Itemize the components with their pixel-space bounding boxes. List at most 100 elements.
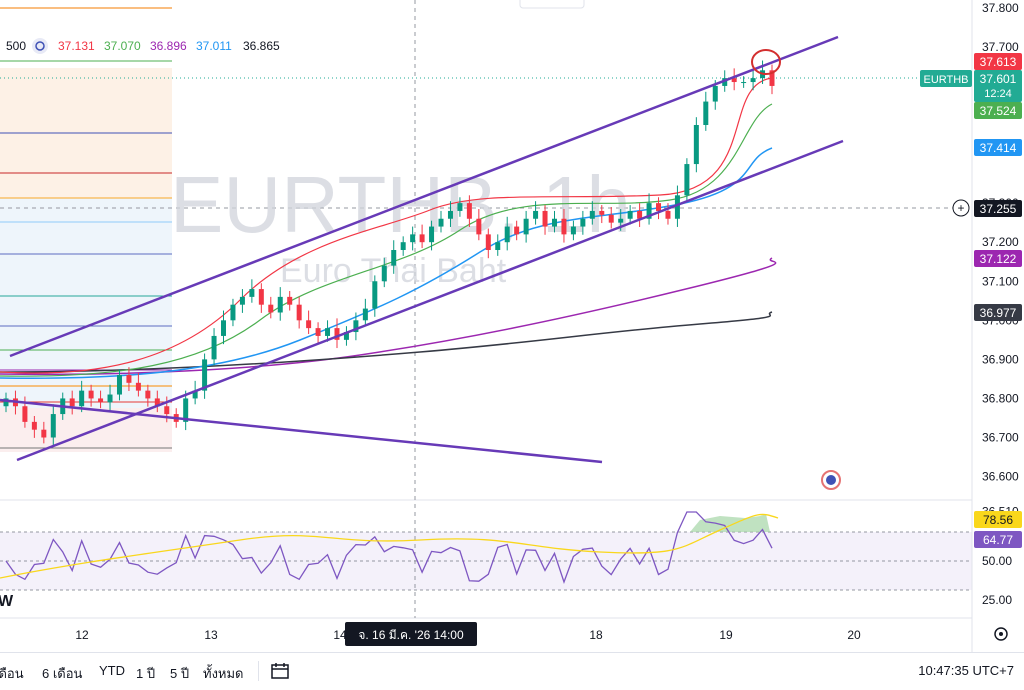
candle-body (457, 203, 463, 211)
candle-body (343, 332, 349, 340)
candle-body (296, 304, 302, 321)
candle-body (419, 234, 425, 243)
candle-body (183, 398, 189, 422)
price-chart[interactable]: EURTHB, 1h Euro Thai Baht 500 37.131 37.… (0, 0, 1024, 652)
svg-text:+: + (957, 201, 964, 215)
candle-body (230, 304, 236, 321)
candle-body (400, 242, 406, 250)
candle-body (192, 390, 198, 399)
svg-text:37.601: 37.601 (980, 72, 1017, 86)
candle-body (211, 335, 217, 360)
rsi-tick-50: 50.00 (982, 554, 1012, 568)
candle-body (438, 218, 444, 227)
candle-body (523, 218, 529, 235)
top-tab[interactable] (519, 0, 585, 9)
candle-body (504, 226, 510, 243)
svg-text:37.524: 37.524 (980, 104, 1017, 118)
svg-text:37.122: 37.122 (980, 252, 1017, 266)
candle-body (135, 382, 141, 391)
svg-text:EURTHB: EURTHB (923, 74, 968, 86)
highlight-circle[interactable] (751, 49, 781, 75)
calendar-range-icon[interactable] (270, 661, 292, 681)
tradingview-logo: W (0, 593, 14, 610)
candle-body (145, 390, 151, 399)
candle-body (712, 85, 718, 102)
candle-body (731, 78, 737, 83)
y-tick-label: 36.600 (982, 470, 1019, 484)
y-tick-label: 37.700 (982, 40, 1019, 54)
ma-dark-line (0, 311, 773, 373)
candle-body (69, 398, 75, 407)
settings-icon[interactable] (32, 38, 48, 54)
range-1y-button[interactable]: 1 ปี (136, 666, 156, 681)
candle-body (561, 218, 567, 235)
candle-body (31, 421, 37, 430)
candle-body (741, 82, 747, 84)
candle-body (447, 210, 453, 219)
y-tick-label: 36.800 (982, 391, 1019, 405)
ohlc-value-1: 37.131 (58, 39, 95, 53)
ma-green-line (0, 103, 773, 377)
x-tick-12: 12 (75, 628, 89, 642)
trend-line-descending[interactable] (0, 398, 603, 464)
candle-body (485, 234, 491, 250)
rsi-line (5, 511, 773, 584)
ma-red-line (0, 77, 773, 374)
candle-body (107, 394, 113, 403)
candle-body (599, 210, 605, 215)
candle-body (154, 398, 160, 407)
candle-body (79, 390, 85, 407)
candle-body (239, 296, 245, 305)
candle-body (287, 296, 293, 305)
candle-body (126, 375, 132, 383)
candle-body (476, 218, 482, 235)
candle-body (750, 78, 756, 83)
candle-body (391, 250, 397, 266)
ohlc-value-4: 37.011 (196, 39, 232, 53)
candle-body (608, 214, 614, 223)
range-ytd-button[interactable]: YTD (99, 663, 125, 678)
svg-text:37.255: 37.255 (980, 202, 1017, 216)
candle-body (268, 304, 274, 313)
y-tick-label: 37.800 (982, 1, 1019, 15)
symbol-tag[interactable]: EURTHB (920, 70, 972, 87)
candle-body (665, 210, 671, 219)
candle-body (221, 320, 227, 336)
range-1m-button[interactable]: เดือน (0, 666, 24, 681)
svg-text:37.414: 37.414 (980, 141, 1017, 155)
price-label-crosshair: + 37.255 (952, 199, 1022, 217)
candle-body (22, 406, 28, 422)
candle-body (3, 398, 9, 407)
svg-text:37.613: 37.613 (980, 55, 1017, 69)
price-label-high: 37.613 (974, 53, 1022, 70)
y-tick-label: 36.900 (982, 352, 1019, 366)
svg-text:78.56: 78.56 (983, 513, 1013, 527)
price-label-last: 37.601 12:24 (974, 70, 1022, 102)
alert-marker-dot (826, 475, 836, 485)
ohlc-label: 500 (6, 39, 26, 53)
candle-body (41, 429, 47, 438)
ohlc-value-5: 36.865 (243, 39, 280, 53)
candle-body (656, 203, 662, 211)
range-6m-button[interactable]: 6 เดือน (42, 666, 83, 681)
clock-readout[interactable]: 10:47:35 UTC+7 (918, 663, 1014, 678)
svg-text:12:24: 12:24 (984, 88, 1012, 100)
channel-lower-line[interactable] (16, 139, 844, 462)
candle-body (362, 308, 368, 321)
rsi-ma-line (0, 513, 779, 579)
range-all-button[interactable]: ทั้งหมด (203, 666, 244, 681)
candle-body (116, 375, 122, 395)
candle-body (277, 296, 283, 313)
candle-body (637, 210, 643, 219)
price-label-ma-green: 37.524 (974, 102, 1022, 119)
candle-body (98, 398, 104, 403)
candle-body (306, 320, 312, 329)
candle-body (202, 359, 208, 391)
range-5y-button[interactable]: 5 ปี (170, 666, 190, 681)
candle-body (684, 164, 690, 196)
candle-body (164, 406, 170, 415)
candle-body (495, 242, 501, 250)
channel-upper-line[interactable] (9, 35, 839, 358)
gear-icon[interactable] (994, 627, 1008, 641)
toolbar-separator (258, 661, 259, 681)
